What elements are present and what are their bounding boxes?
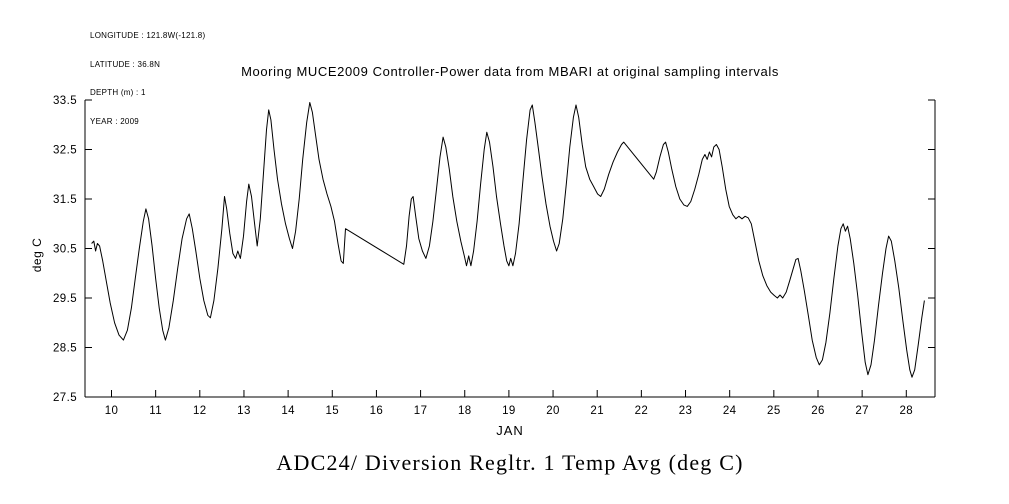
x-tick-label: 27 bbox=[855, 405, 869, 417]
y-tick-label: 31.5 bbox=[53, 194, 77, 206]
x-axis-label: JAN bbox=[496, 423, 524, 438]
x-tick-label: 22 bbox=[635, 405, 649, 417]
x-tick-label: 14 bbox=[281, 405, 295, 417]
x-tick-label: 16 bbox=[370, 405, 384, 417]
meta-year: YEAR : 2009 bbox=[90, 116, 139, 126]
x-tick-label: 23 bbox=[679, 405, 693, 417]
x-tick-label: 15 bbox=[325, 405, 339, 417]
x-tick-label: 24 bbox=[723, 405, 737, 417]
y-tick-label: 29.5 bbox=[53, 293, 77, 305]
x-tick-label: 21 bbox=[590, 405, 604, 417]
metadata-block: LONGITUDE : 121.8W(-121.8) LATITUDE : 36… bbox=[90, 12, 205, 145]
x-tick-label: 19 bbox=[502, 405, 516, 417]
x-tick-label: 11 bbox=[149, 405, 162, 417]
meta-longitude: LONGITUDE : 121.8W(-121.8) bbox=[90, 31, 206, 40]
y-tick-label: 30.5 bbox=[53, 244, 77, 256]
plot-title: Mooring MUCE2009 Controller-Power data f… bbox=[241, 64, 779, 79]
x-tick-label: 25 bbox=[767, 405, 781, 417]
y-tick-label: 28.5 bbox=[53, 343, 77, 355]
x-tick-label: 10 bbox=[105, 405, 119, 417]
y-tick-label: 32.5 bbox=[53, 145, 77, 157]
x-tick-label: 20 bbox=[546, 405, 560, 417]
temperature-line bbox=[91, 102, 925, 378]
meta-latitude: LATITUDE : 36.8N bbox=[90, 59, 161, 69]
y-tick-label: 33.5 bbox=[53, 95, 77, 107]
x-tick-label: 28 bbox=[900, 405, 914, 417]
plot-caption: ADC24/ Diversion Regltr. 1 Temp Avg (deg… bbox=[276, 450, 744, 475]
x-tick-label: 13 bbox=[237, 405, 251, 417]
y-tick-label: 27.5 bbox=[53, 392, 77, 404]
x-tick-label: 12 bbox=[193, 405, 207, 417]
x-tick-label: 26 bbox=[811, 405, 825, 417]
meta-depth: DEPTH (m) : 1 bbox=[90, 88, 146, 97]
x-tick-label: 17 bbox=[414, 405, 428, 417]
x-tick-label: 18 bbox=[458, 405, 472, 417]
y-axis-label: deg C bbox=[30, 237, 44, 273]
